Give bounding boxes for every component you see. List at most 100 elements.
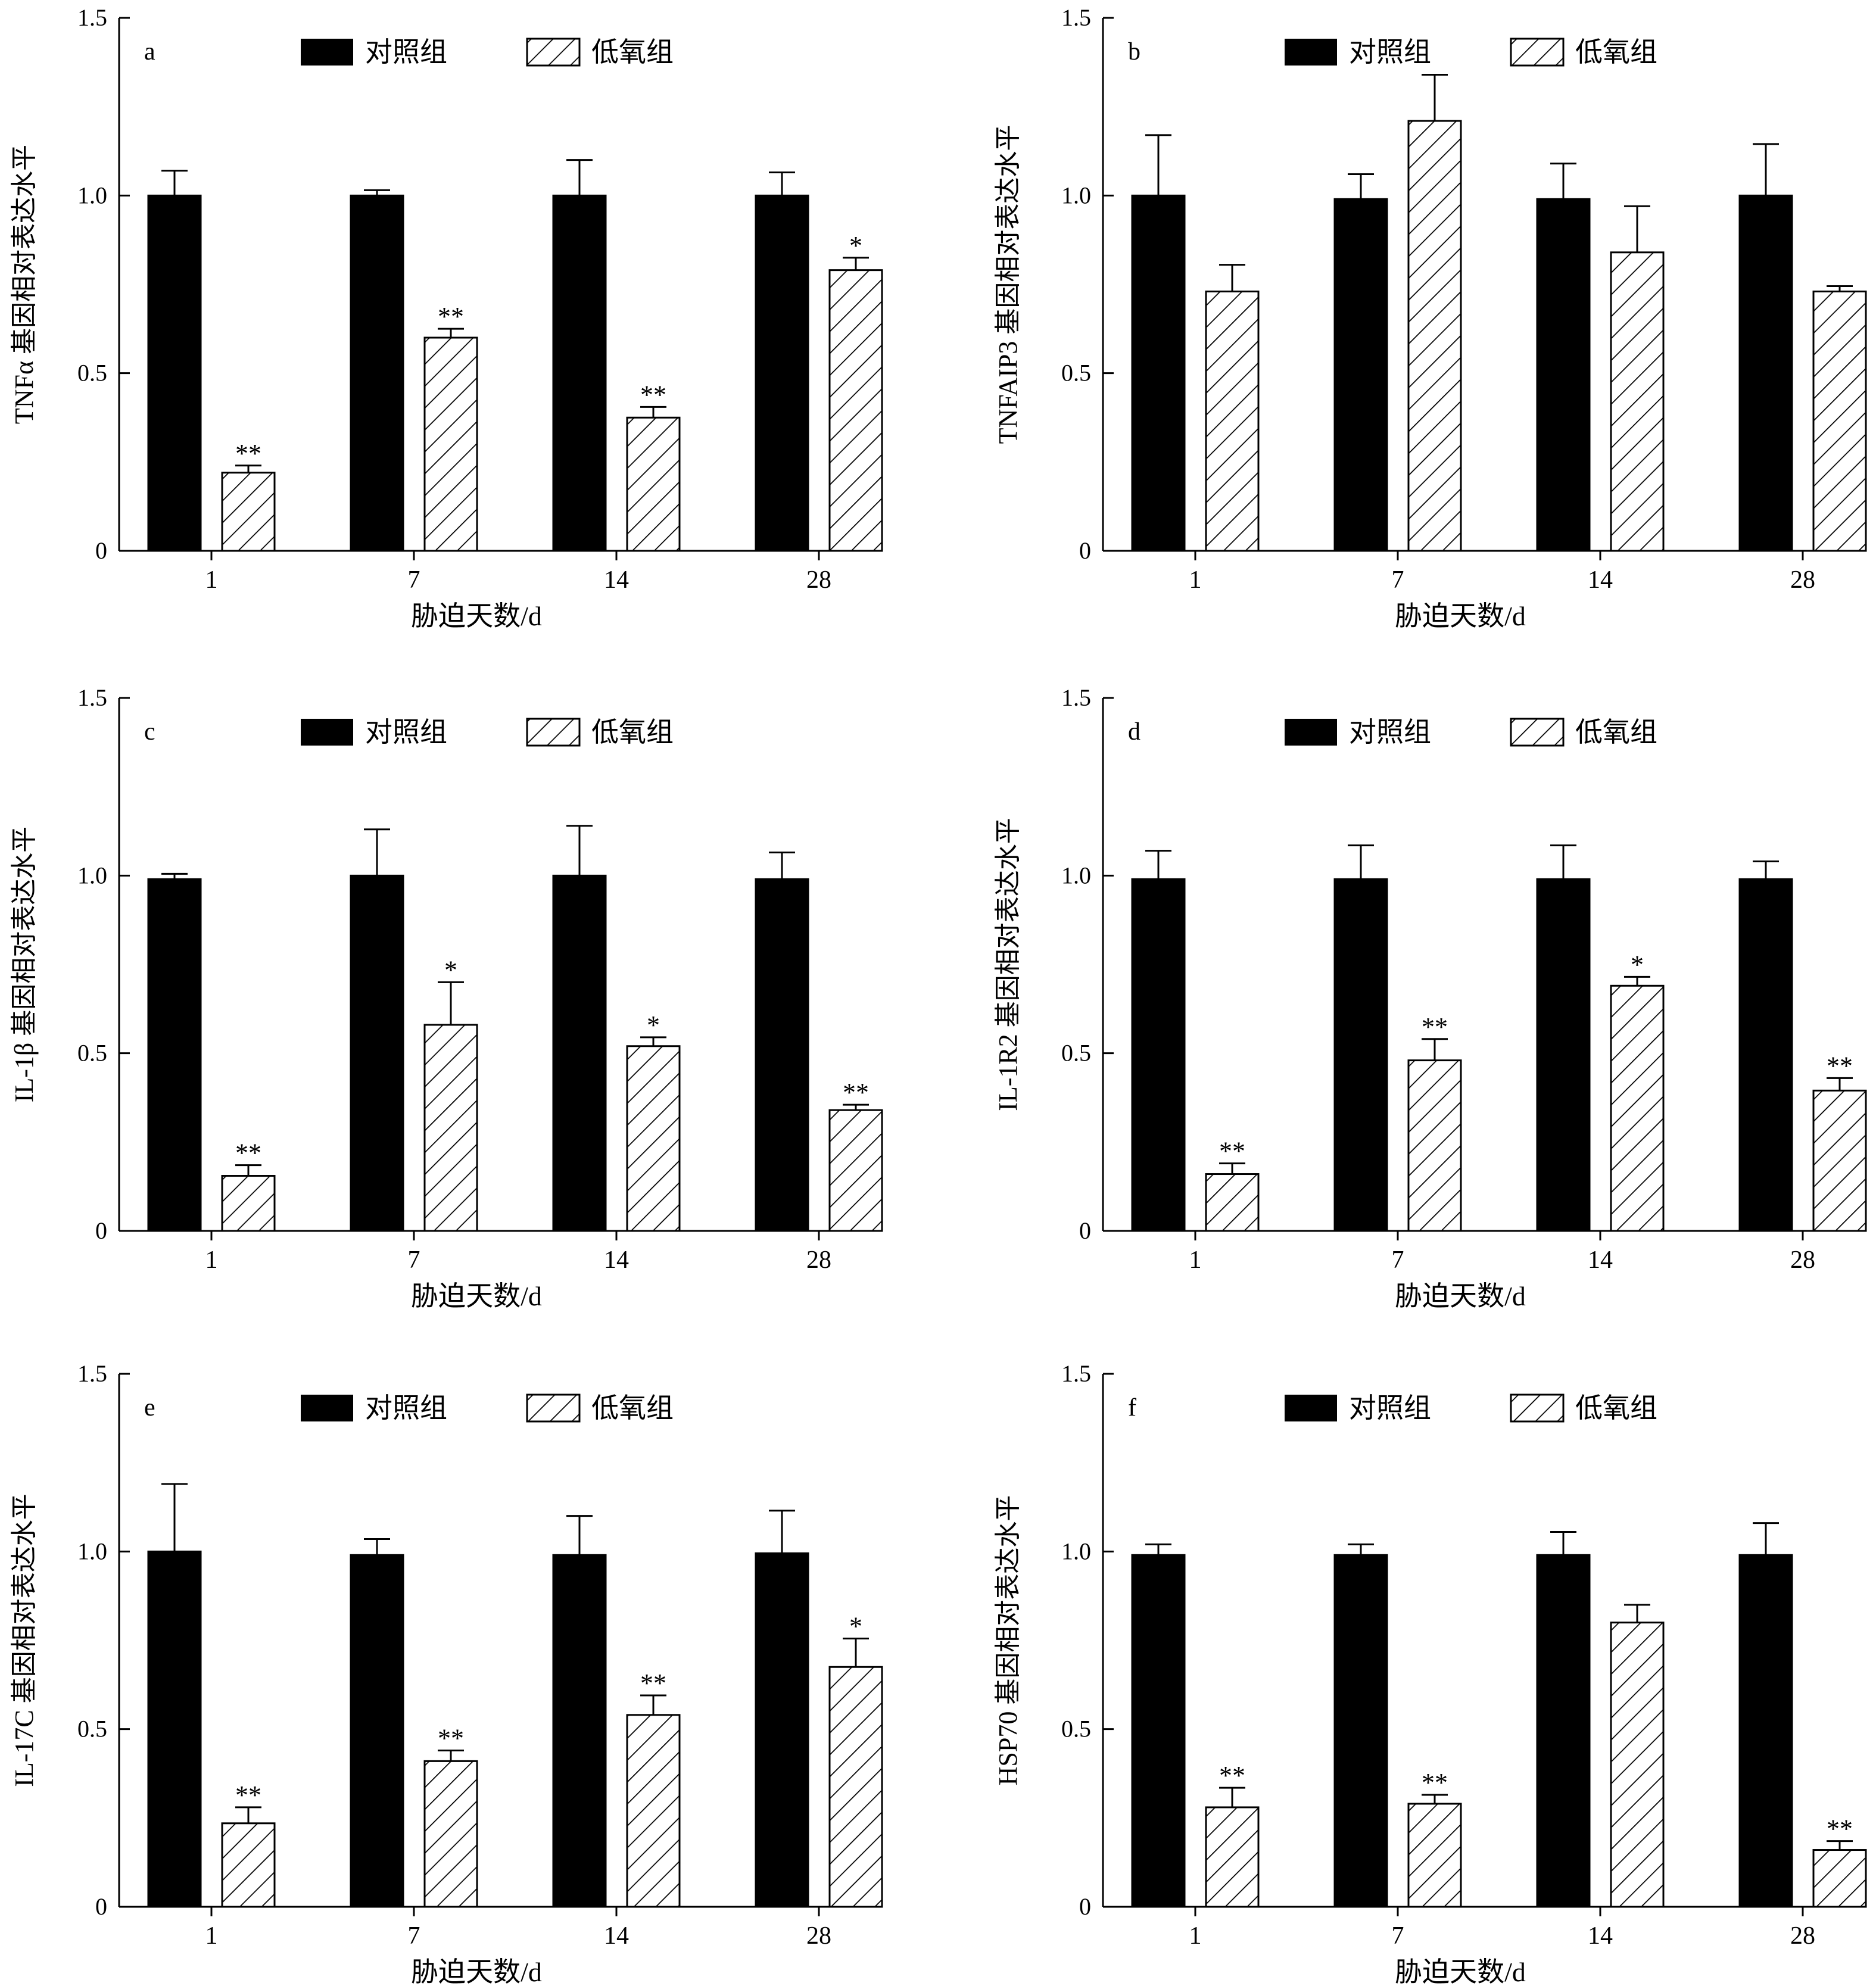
legend-label-control: 对照组 [1349,37,1431,67]
significance-marker: ** [640,1669,666,1698]
bar-control [1131,878,1186,1232]
significance-marker: ** [235,1139,261,1168]
bar-control [552,1554,607,1908]
significance-marker: * [1631,950,1644,979]
x-tick-label: 7 [1392,566,1404,594]
legend-label-hypoxia: 低氧组 [1575,1393,1657,1423]
x-tick-label: 7 [408,1922,420,1950]
bar-hypoxia [1407,1059,1462,1232]
legend-label-control: 对照组 [365,717,447,747]
legend-label-hypoxia: 低氧组 [591,37,674,67]
legend-swatch-hypoxia [1510,38,1565,67]
x-tick-label: 1 [1189,1246,1202,1274]
bar-hypoxia [423,336,478,552]
legend-swatch-hypoxia [526,1393,581,1423]
bar-hypoxia [626,1714,681,1908]
y-tick-label: 0.5 [1061,360,1091,386]
y-axis-label: TNFAIP3 基因相对表达水平 [993,125,1023,444]
legend-label-hypoxia: 低氧组 [1575,717,1657,747]
significance-marker: ** [1827,1814,1853,1844]
bar-control [350,874,404,1232]
bar-control [552,194,607,552]
bar-control [1536,878,1591,1232]
bar-hypoxia [1407,120,1462,552]
x-tick-label: 1 [1189,1922,1202,1950]
chart-panel-c: 0 0.5 1.0 1.5 IL-1β 基因相对表达水平 c 对照组 低氧组 1 ** 7 * 14 * 2… [10,684,883,1311]
legend-swatch-control [301,719,353,746]
bar-hypoxia [1610,984,1665,1232]
bar-hypoxia [221,1175,276,1232]
legend-swatch-control [301,1395,353,1421]
x-axis-label: 胁迫天数/d [411,1957,542,1986]
x-tick-label: 14 [604,1922,629,1950]
x-axis-label: 胁迫天数/d [1395,1281,1526,1311]
x-tick-label: 28 [1790,566,1815,594]
legend-swatch-hypoxia [1510,1393,1565,1423]
x-tick-label: 14 [1588,1922,1613,1950]
significance-marker: ** [1422,1768,1448,1797]
significance-marker: ** [1219,1137,1245,1166]
legend-label-control: 对照组 [1349,1393,1431,1423]
bar-control [755,1552,809,1908]
y-tick-label: 0 [1079,1217,1091,1244]
legend-swatch-control [1285,719,1337,746]
panel-label: e [144,1394,155,1421]
legend-swatch-control [301,39,353,66]
bar-control [1333,198,1388,552]
chart-panel-d: 0 0.5 1.0 1.5 IL-1R2 基因相对表达水平 d 对照组 低氧组 1 ** 7 ** 14… [993,684,1867,1311]
y-tick-label: 0 [1079,1893,1091,1920]
legend-swatch-hypoxia [526,718,581,747]
bar-hypoxia [423,1024,478,1232]
significance-marker: ** [1219,1761,1245,1790]
x-tick-label: 28 [806,1922,831,1950]
chart-panel-b: 0 0.5 1.0 1.5 TNFAIP3 基因相对表达水平 b 对照组 低氧组 1 7 14 28 胁… [993,4,1867,631]
significance-marker: * [849,231,862,260]
x-tick-label: 14 [1588,1246,1613,1274]
significance-marker: ** [438,1723,464,1753]
panel-label: c [144,718,155,746]
significance-marker: * [849,1612,862,1641]
legend-label-control: 对照组 [365,37,447,67]
legend-label-hypoxia: 低氧组 [591,717,674,747]
y-tick-label: 1.5 [1061,4,1091,31]
x-axis-label: 胁迫天数/d [411,601,542,631]
y-tick-label: 1.0 [1061,862,1091,888]
y-axis-label: IL-17C 基因相对表达水平 [10,1494,39,1787]
bar-hypoxia [1812,1089,1867,1232]
bar-hypoxia [1407,1803,1462,1908]
bar-control [1131,1554,1186,1908]
y-tick-label: 0 [95,537,107,564]
y-tick-label: 1.5 [77,684,107,711]
y-axis-label: HSP70 基因相对表达水平 [993,1495,1023,1786]
panel-label: a [144,38,155,66]
significance-marker: * [444,955,457,984]
bar-control [1333,878,1388,1232]
y-tick-label: 0.5 [1061,1040,1091,1067]
y-tick-label: 1.5 [77,1360,107,1387]
significance-marker: ** [235,1781,261,1810]
bar-hypoxia [828,1666,883,1908]
bar-control [1536,198,1591,552]
panel-label: b [1128,38,1140,66]
y-tick-label: 1.0 [1061,1538,1091,1564]
chart-panel-e: 0 0.5 1.0 1.5 IL-17C 基因相对表达水平 e 对照组 低氧组 1 ** 7 ** 14… [10,1360,883,1986]
y-axis-label: IL-1R2 基因相对表达水平 [993,818,1023,1111]
bar-control [1536,1554,1591,1908]
bar-control [552,874,607,1232]
y-tick-label: 0 [95,1217,107,1244]
significance-marker: ** [1827,1051,1853,1080]
legend-label-hypoxia: 低氧组 [1575,37,1657,67]
y-axis-label: TNFα 基因相对表达水平 [10,145,39,424]
y-tick-label: 0.5 [77,360,107,386]
bar-hypoxia [1205,1806,1260,1908]
significance-marker: ** [843,1078,869,1107]
y-tick-label: 1.5 [1061,684,1091,711]
bar-hypoxia [1610,251,1665,552]
bar-hypoxia [1205,1173,1260,1232]
x-tick-label: 7 [1392,1922,1404,1950]
bar-hypoxia [828,269,883,552]
bar-hypoxia [423,1760,478,1908]
significance-marker: ** [235,439,261,468]
x-tick-label: 1 [205,1246,218,1274]
